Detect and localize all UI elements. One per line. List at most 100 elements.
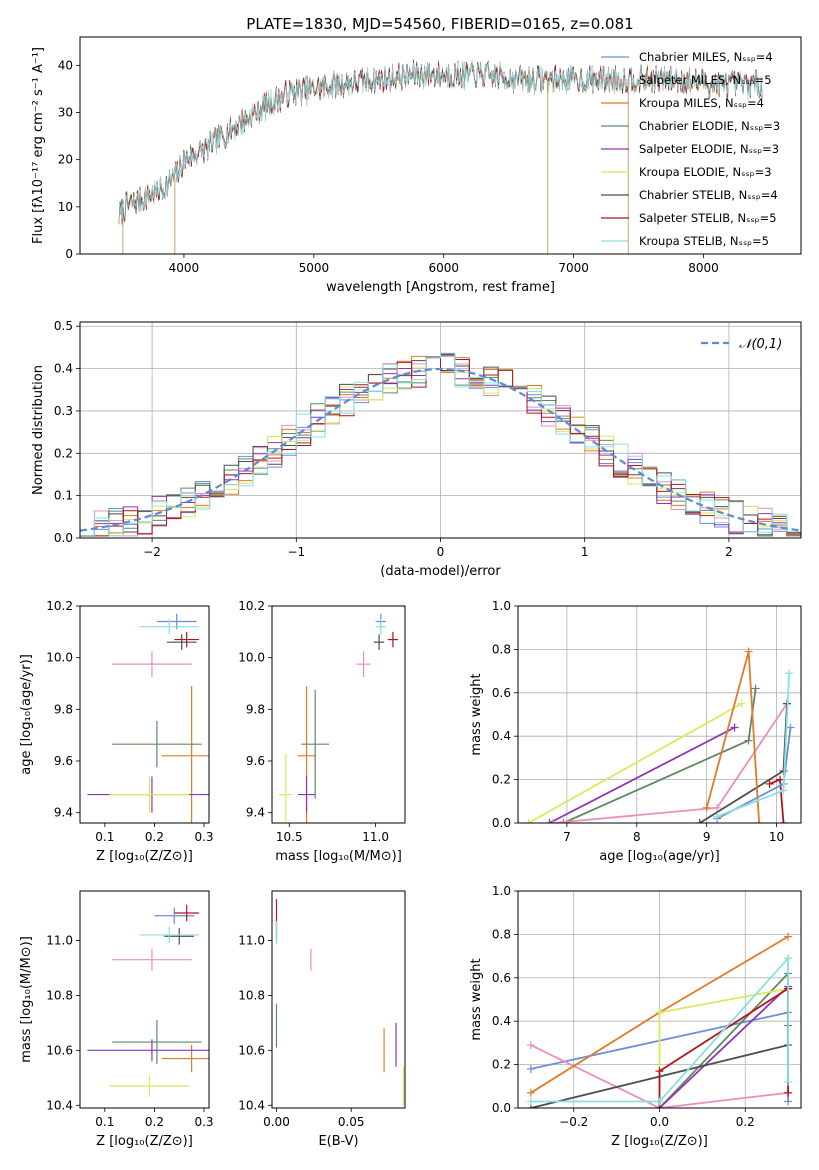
legend-entry: Salpeter MILES, Nₛₛₚ=5	[639, 73, 772, 87]
y-tick-label: 0.2	[54, 446, 73, 460]
x-tick-label: 4000	[169, 261, 200, 275]
plot-area	[526, 932, 793, 1108]
plot-area	[275, 899, 405, 1106]
y-tick-label: 0.4	[492, 729, 511, 743]
weight-marker	[526, 1088, 535, 1097]
weight-marker	[695, 819, 704, 823]
point-chabrier-elodie	[301, 689, 329, 799]
y-tick-label: 0.1	[54, 489, 73, 503]
y-tick-label: 9.4	[246, 806, 265, 820]
weight-marker	[755, 819, 764, 823]
x-axis-label: (data-model)/error	[380, 564, 501, 579]
y-axis-label: mass weight	[469, 673, 484, 755]
weight-marker	[784, 1097, 793, 1106]
plot-area	[87, 613, 209, 823]
weight-line-kroupa-stelib	[716, 673, 790, 818]
y-tick-label: 0.4	[54, 362, 73, 376]
x-tick-label: 5000	[299, 261, 330, 275]
x-tick-label: 8	[633, 830, 641, 844]
x-axis-label: Z [log₁₀(Z/Z⊙)]	[96, 1134, 193, 1149]
weight-marker	[784, 1088, 793, 1097]
mass-vs-reddening-panel: 0.00 0.05 10.4 10.6 10.8 11.0 E(B-V)	[238, 890, 406, 1149]
spectrum-kroupa-stelib	[118, 59, 763, 224]
point-salpeter-stelib	[174, 631, 200, 648]
weight-line-salpeter-elodie	[548, 726, 736, 823]
x-tick-label: 0.05	[338, 1115, 365, 1129]
y-tick-label: 9.6	[246, 754, 265, 768]
x-axis-label: E(B-V)	[318, 1134, 358, 1149]
weight-marker	[730, 723, 739, 732]
y-axis-label: Flux [fλ10⁻¹⁷ erg cm⁻² s⁻¹ A⁻¹]	[31, 47, 46, 244]
weight-marker	[559, 819, 568, 823]
weight-marker	[545, 819, 554, 823]
y-tick-label: 10.6	[46, 1043, 73, 1057]
y-tick-label: 9.8	[246, 702, 265, 716]
weight-marker	[655, 1067, 664, 1076]
y-tick-label: 9.4	[54, 806, 73, 820]
x-tick-label: 2	[725, 545, 733, 559]
weight-marker	[526, 1041, 535, 1050]
x-tick-label: 10.5	[276, 830, 303, 844]
legend-entry: Chabrier MILES, Nₛₛₚ=4	[639, 50, 773, 64]
point-salpeter-stelib	[387, 631, 399, 648]
point-kroupa-elodie	[278, 753, 293, 823]
x-axis-label: Z [log₁₀(Z/Z⊙)]	[611, 1134, 708, 1149]
point-salpeter-stelib	[174, 904, 200, 922]
y-tick-label: 30	[58, 105, 73, 119]
point-kroupa-elodie	[109, 776, 190, 813]
x-axis-label: age [log₁₀(age/yr)]	[599, 849, 720, 864]
x-tick-label: 0.3	[194, 1115, 213, 1129]
legend-entry: Chabrier ELODIE, Nₛₛₚ=3	[639, 119, 780, 133]
age-vs-metallicity-panel: 0.1 0.2 0.3 9.4 9.6 9.8 10.0 10.2 Z [log₁₀(Z/Z⊙)…	[19, 599, 214, 864]
spectrum-panel: 4000 5000 6000 7000 8000 0 10 20 30 40 wavelength …	[31, 36, 802, 295]
y-axis-label: Normed distribution	[31, 365, 46, 495]
weight-marker	[524, 819, 533, 823]
weight-line-kroupa-elodie	[528, 702, 743, 823]
weight-marker	[786, 723, 795, 732]
point-salpeter-miles	[112, 948, 192, 971]
plot-area	[524, 647, 795, 823]
weight-marker	[655, 1008, 664, 1017]
y-tick-label: 10.0	[46, 651, 73, 665]
weight-marker	[713, 803, 722, 812]
x-axis-label: Z [log₁₀(Z/Z⊙)]	[96, 849, 193, 864]
point-kroupa-elodie	[109, 1075, 190, 1098]
legend-entry: Chabrier STELIB, Nₛₛₚ=4	[639, 188, 778, 202]
axes-frame	[271, 605, 406, 824]
point-kroupa-stelib	[139, 926, 200, 944]
y-tick-label: 0	[65, 247, 73, 261]
point-kroupa-miles	[161, 1044, 209, 1073]
axes-frame	[517, 605, 802, 824]
y-tick-label: 10.8	[46, 988, 73, 1002]
x-tick-label: −0.2	[559, 1115, 588, 1129]
x-tick-label: 0.3	[194, 830, 213, 844]
y-tick-label: 10.6	[238, 1043, 265, 1057]
weight-marker	[702, 803, 711, 812]
x-tick-label: 11.0	[362, 830, 389, 844]
weight-marker	[776, 775, 785, 784]
point-salpeter-miles	[356, 651, 371, 678]
weight-marker	[779, 786, 788, 795]
legend-entry: Salpeter STELIB, Nₛₛₚ=5	[639, 211, 777, 225]
axes-frame	[79, 605, 210, 824]
y-axis-label: mass [log₁₀(M/M⊙)]	[19, 936, 34, 1063]
figure-title: PLATE=1830, MJD=54560, FIBERID=0165, z=0…	[246, 15, 633, 33]
x-tick-label: 0.2	[145, 1115, 164, 1129]
point-kroupa-stelib	[375, 618, 386, 635]
y-tick-label: 0.0	[492, 1101, 511, 1115]
normal-reference-curve	[80, 367, 801, 532]
weight-marker	[548, 819, 557, 823]
weight-marker	[655, 1097, 664, 1106]
axes-frame	[79, 321, 802, 539]
plot-area	[80, 352, 801, 537]
y-tick-label: 20	[58, 153, 73, 167]
x-tick-label: 7	[563, 830, 571, 844]
y-tick-label: 0.2	[492, 1058, 511, 1072]
x-tick-label: 8000	[688, 261, 719, 275]
axes-frame	[271, 890, 406, 1109]
x-tick-label: 6000	[428, 261, 459, 275]
y-tick-label: 10.4	[46, 1098, 73, 1112]
y-tick-label: 11.0	[46, 933, 73, 947]
legend-entry: Kroupa STELIB, Nₛₛₚ=5	[639, 234, 769, 248]
y-tick-label: 10.4	[238, 1098, 265, 1112]
